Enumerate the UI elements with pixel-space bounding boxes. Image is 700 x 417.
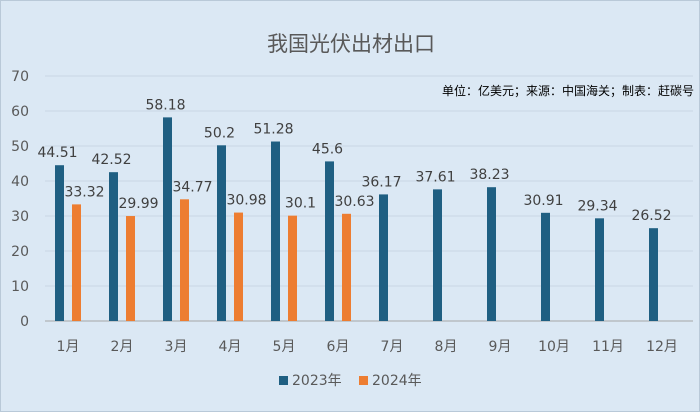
x-tick-label: 2月	[111, 339, 134, 355]
data-label: 30.63	[334, 194, 374, 210]
y-tick-label: 60	[11, 104, 29, 120]
data-label: 30.91	[523, 193, 563, 209]
bar-series-1	[55, 165, 64, 321]
x-tick-label: 7月	[381, 339, 404, 355]
x-tick-label: 10月	[538, 339, 570, 355]
bar-series-1	[163, 117, 172, 322]
bar-series-1	[595, 218, 604, 321]
data-label: 37.61	[415, 169, 455, 185]
legend: 2023年 2024年	[279, 373, 422, 389]
y-tick-label: 20	[11, 244, 29, 260]
data-label: 29.34	[577, 198, 617, 214]
bar-series-2	[180, 199, 189, 321]
x-tick-label: 11月	[592, 339, 624, 355]
x-tick-label: 6月	[327, 339, 350, 355]
data-label: 44.51	[37, 145, 77, 161]
data-label: 51.28	[253, 122, 293, 138]
data-labels: 44.51 42.52 58.18 50.2 51.28 45.6 36.17 37.61 38…	[37, 97, 671, 224]
y-tick-label: 70	[11, 69, 29, 85]
data-label: 29.99	[118, 196, 158, 212]
data-label: 30.98	[226, 193, 266, 209]
gridlines	[45, 75, 693, 287]
data-label: 30.1	[285, 196, 316, 212]
bar-series-2	[72, 204, 81, 321]
y-tick-label: 50	[11, 139, 29, 155]
bar-series-1	[487, 187, 496, 321]
x-tick-label: 5月	[273, 339, 296, 355]
bars	[55, 117, 658, 322]
bar-series-2	[288, 215, 297, 321]
bar-series-1	[325, 161, 334, 321]
data-label: 45.6	[312, 141, 343, 157]
chart-title: 我国光伏出材出口	[267, 32, 435, 56]
x-tick-label: 12月	[646, 339, 678, 355]
bar-series-1	[433, 189, 442, 321]
bar-series-1	[649, 228, 658, 321]
chart-note: 单位：亿美元；来源：中国海关；制表：赶碳号	[442, 83, 694, 98]
data-label: 26.52	[631, 208, 671, 224]
axes: 0 10 20 30 40 50 60 70 1月 2月 3月 4月 5月 6月 7月 8月 9月 10月 11月 1…	[11, 69, 693, 355]
x-tick-label: 9月	[489, 339, 512, 355]
legend-label: 2024年	[372, 373, 422, 389]
data-label: 50.2	[204, 125, 235, 141]
bar-series-2	[126, 216, 135, 321]
y-tick-label: 10	[11, 279, 29, 295]
bar-series-1	[541, 212, 550, 321]
bar-series-2	[234, 212, 243, 321]
bar-series-2	[342, 213, 351, 321]
data-label: 34.77	[172, 179, 212, 195]
data-label: 42.52	[91, 152, 131, 168]
bar-series-1	[271, 141, 280, 321]
data-label: 58.18	[145, 97, 185, 113]
y-tick-label: 30	[11, 209, 29, 225]
legend-label: 2023年	[292, 373, 342, 389]
data-label: 33.32	[64, 184, 104, 200]
x-tick-label: 3月	[165, 339, 188, 355]
bar-series-1	[217, 145, 226, 321]
x-tick-label: 4月	[219, 339, 242, 355]
data-label: 38.23	[469, 167, 509, 183]
bar-series-1	[379, 194, 388, 321]
y-tick-label: 0	[20, 314, 29, 330]
x-tick-label: 8月	[435, 339, 458, 355]
x-tick-label: 1月	[57, 339, 80, 355]
bar-series-1	[109, 172, 118, 321]
legend-swatch	[359, 376, 368, 385]
legend-swatch	[279, 376, 288, 385]
data-label: 36.17	[361, 174, 401, 190]
y-tick-label: 40	[11, 174, 29, 190]
